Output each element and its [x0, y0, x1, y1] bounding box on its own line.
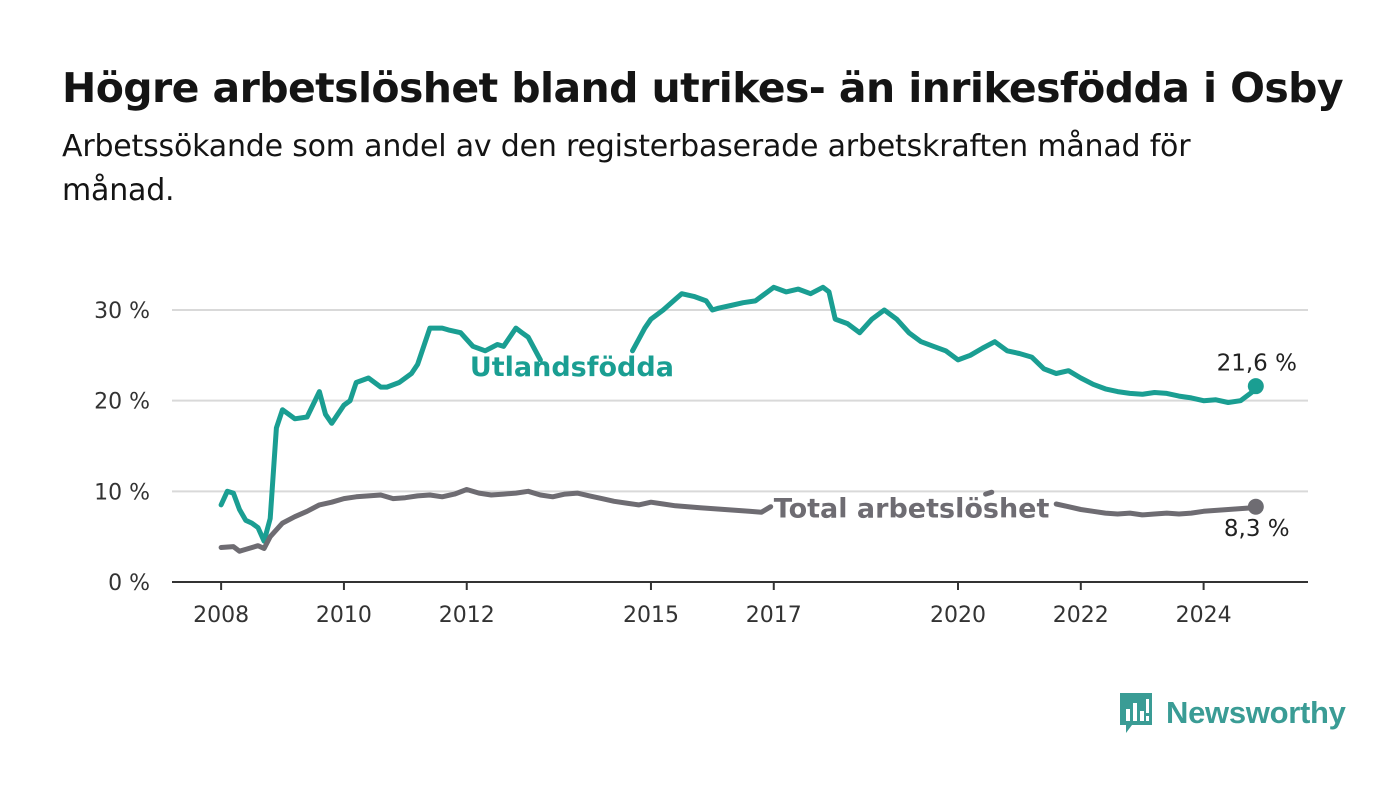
- y-tick-label: 30 %: [94, 299, 150, 324]
- x-tick-label: 2022: [1053, 603, 1109, 628]
- series-line-utlandsfodda: [218, 325, 543, 544]
- x-tick-label: 2015: [623, 603, 679, 628]
- x-tick-label: 2017: [746, 603, 802, 628]
- bar-chart-speech-bubble-icon: [1120, 693, 1152, 733]
- x-tick-label: 2010: [316, 603, 372, 628]
- y-axis-ticks: 0 % 10 % 20 % 30 %: [94, 299, 150, 596]
- end-value-utlandsfodda: 21,6 %: [1217, 351, 1297, 377]
- series-line-total-arbetsloshet: [218, 487, 774, 554]
- brand-name: Newsworthy: [1166, 695, 1346, 730]
- x-tick-label: 2012: [439, 603, 495, 628]
- series-line-total-arbetsloshet: [1053, 501, 1259, 518]
- series-label-total-arbetsloshet: Total arbetslöshet: [774, 494, 1050, 525]
- end-value-total-arbetsloshet: 8,3 %: [1224, 516, 1290, 542]
- chart-subtitle: Arbetssökande som andel av den registerb…: [62, 129, 1191, 208]
- x-tick-label: 2008: [193, 603, 249, 628]
- y-tick-label: 20 %: [94, 390, 150, 415]
- x-axis-ticks: 2008 2010 2012 2015 2017 2020 2022 2024: [193, 582, 1232, 628]
- series-lines: [218, 284, 1264, 554]
- series-line-utlandsfodda: [630, 284, 1259, 405]
- newsworthy-logo: Newsworthy: [1118, 690, 1346, 736]
- end-point-total-arbetsloshet: [1247, 498, 1264, 515]
- gridlines: [172, 309, 1308, 493]
- x-tick-label: 2024: [1176, 603, 1232, 628]
- y-tick-label: 0 %: [108, 571, 150, 596]
- end-point-utlandsfodda: [1247, 378, 1264, 395]
- y-tick-label: 10 %: [94, 480, 150, 505]
- series-line-total-arbetsloshet: [983, 489, 995, 497]
- series-labels: Utlandsfödda Total arbetslöshet 21,6 % 8,3 …: [470, 351, 1297, 542]
- series-label-utlandsfodda: Utlandsfödda: [470, 352, 674, 383]
- chart-title: Högre arbetslöshet bland utrikes- än inr…: [62, 64, 1344, 112]
- x-tick-label: 2020: [930, 603, 986, 628]
